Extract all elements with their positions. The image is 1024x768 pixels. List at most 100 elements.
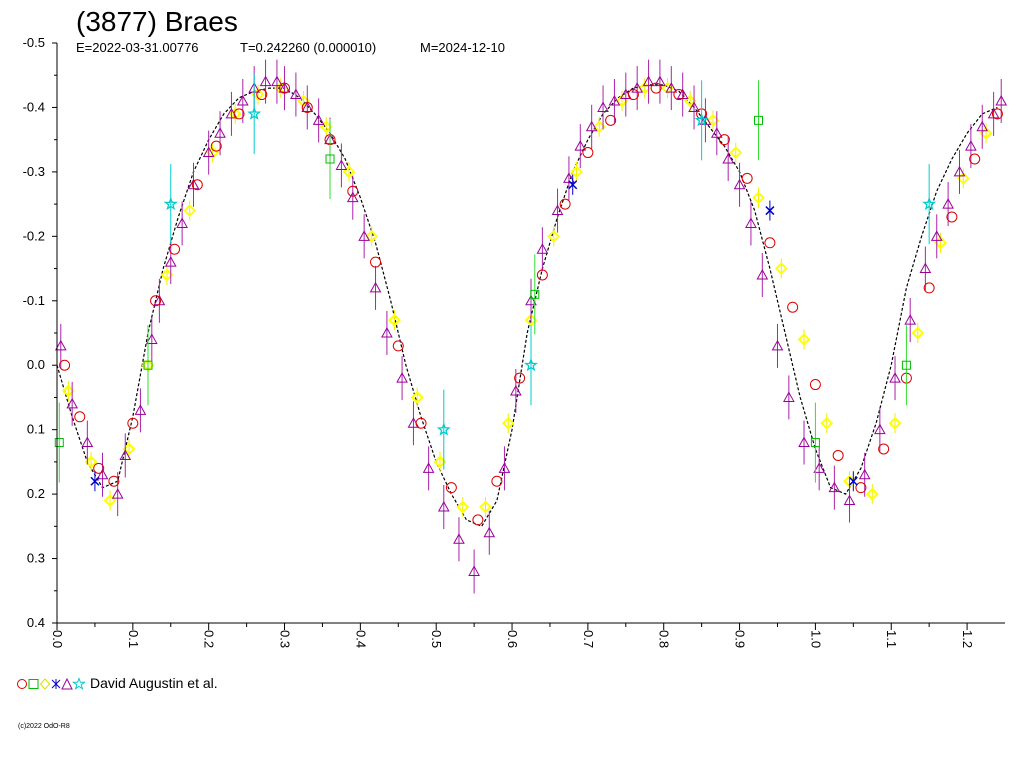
data-point <box>183 200 197 221</box>
data-point <box>608 79 621 123</box>
data-point <box>901 325 911 406</box>
x-tick-label: 0.9 <box>733 630 748 648</box>
data-point <box>456 497 470 517</box>
data-point <box>214 111 226 156</box>
x-tick-label: 1.1 <box>884 630 899 648</box>
data-point <box>745 201 757 246</box>
data-point <box>108 475 120 487</box>
data-point <box>233 108 245 120</box>
data-point <box>930 214 943 259</box>
data-point <box>855 482 867 494</box>
y-tick-label: -0.3 <box>23 164 45 179</box>
data-point <box>774 258 788 279</box>
data-point <box>865 484 879 505</box>
data-point <box>346 175 359 220</box>
x-tick-label: 1.2 <box>960 630 975 648</box>
data-point <box>483 510 496 555</box>
data-point <box>642 59 655 104</box>
data-point <box>81 420 94 465</box>
data-point <box>365 226 379 247</box>
data-point <box>164 240 177 285</box>
y-tick-label: 0.2 <box>27 486 45 501</box>
data-point <box>445 482 457 494</box>
x-tick-label: 0.7 <box>581 630 596 648</box>
data-point <box>848 471 858 492</box>
y-tick-label: -0.5 <box>23 35 45 50</box>
epoch-text: E=2022-03-31.00776 <box>76 40 199 55</box>
data-point <box>54 402 64 483</box>
data-point <box>919 246 932 291</box>
data-point <box>407 401 420 446</box>
data-point <box>547 226 561 247</box>
x-tick-label: 0.4 <box>353 630 368 648</box>
data-point <box>676 72 689 117</box>
data-point <box>290 72 302 117</box>
fit-curve <box>56 84 998 528</box>
data-point <box>530 254 540 335</box>
data-point <box>798 420 810 465</box>
data-point <box>347 185 359 197</box>
x-tick-label: 0.0 <box>50 630 65 648</box>
data-point <box>514 372 526 384</box>
data-point <box>969 153 981 165</box>
data-point <box>574 124 587 169</box>
data-point <box>729 142 743 163</box>
y-tick-label: -0.1 <box>23 293 45 308</box>
data-point <box>585 104 598 149</box>
data-point <box>832 449 844 461</box>
data-point <box>987 91 1000 136</box>
data-point <box>369 265 382 310</box>
x-tick-label: 0.5 <box>429 630 444 648</box>
data-point <box>627 89 639 101</box>
data-point <box>551 188 564 233</box>
data-point <box>783 375 795 420</box>
data-point <box>472 514 484 526</box>
data-point <box>381 311 393 355</box>
data-point <box>694 80 709 161</box>
data-point <box>388 310 401 331</box>
data-point <box>54 323 67 368</box>
chart-title: (3877) Braes <box>76 6 238 37</box>
data-point <box>66 381 79 426</box>
data-point <box>810 402 820 483</box>
data-point <box>396 356 408 401</box>
data-point <box>491 475 503 487</box>
data-point <box>654 59 666 104</box>
legend-circle-marker <box>17 679 27 689</box>
data-point <box>479 497 492 517</box>
data-point <box>191 179 203 191</box>
data-point <box>202 130 215 175</box>
data-point <box>797 329 811 350</box>
data-point <box>923 282 935 294</box>
data-point <box>741 172 753 184</box>
data-point <box>536 269 548 281</box>
y-tick-label: 0.3 <box>27 551 45 566</box>
data-point <box>976 104 989 149</box>
copyright-text: (c)2022 OdO-R8 <box>18 723 70 730</box>
data-point <box>422 446 435 491</box>
data-point <box>187 162 200 207</box>
data-point <box>145 317 158 362</box>
modified-text: M=2024-12-10 <box>420 40 505 55</box>
data-point <box>437 485 450 529</box>
data-point <box>96 452 109 497</box>
x-tick-label: 1.0 <box>808 630 823 648</box>
data-point <box>111 472 124 517</box>
data-point <box>256 89 268 101</box>
legend-triangle-marker <box>61 677 73 690</box>
data-point <box>771 323 784 368</box>
data-point <box>143 325 153 406</box>
data-point <box>236 79 249 123</box>
data-point <box>673 89 685 101</box>
data-point <box>453 517 465 562</box>
data-point <box>605 114 617 126</box>
data-point <box>93 462 105 474</box>
data-point <box>582 147 594 159</box>
data-point <box>889 356 901 401</box>
data-point <box>597 85 609 130</box>
x-tick-label: 0.1 <box>126 630 141 648</box>
legend-star-marker <box>72 677 86 691</box>
data-point <box>904 298 917 343</box>
data-point <box>568 174 578 195</box>
